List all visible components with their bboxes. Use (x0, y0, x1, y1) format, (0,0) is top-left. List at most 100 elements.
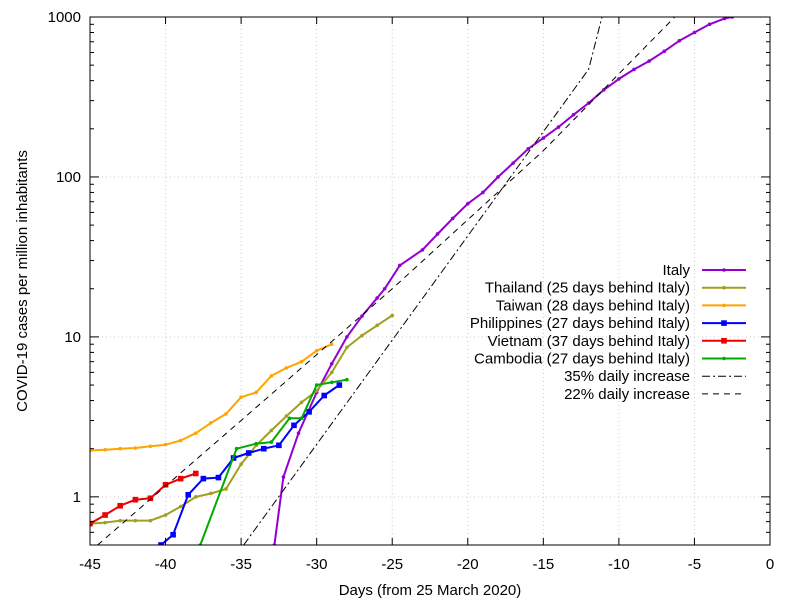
y-tick-label: 10 (64, 329, 81, 346)
data-point (314, 383, 319, 387)
series-taiwan-28-days-behind-italy (90, 342, 334, 453)
data-point (526, 146, 531, 151)
data-point (556, 125, 561, 129)
data-point (435, 232, 440, 236)
data-point (707, 22, 712, 27)
x-axis-label: Days (from 25 March 2020) (339, 582, 522, 599)
legend-entry-marker (722, 303, 726, 308)
data-point (397, 263, 402, 268)
data-point (239, 395, 243, 399)
data-point (336, 382, 343, 388)
data-point (375, 323, 379, 328)
data-point (617, 77, 621, 81)
y-tick-label: 100 (56, 169, 81, 186)
data-point (465, 201, 470, 206)
data-point (360, 314, 364, 318)
x-tick-label: -40 (155, 556, 177, 573)
x-tick-label: -10 (608, 556, 630, 573)
data-point (224, 412, 228, 416)
series-vietnam-37-days-behind-italy (90, 470, 199, 527)
data-point (193, 431, 198, 435)
legend-entry-label: Thailand (25 days behind Italy) (485, 280, 690, 297)
data-point (170, 531, 176, 538)
data-point (647, 59, 651, 63)
data-point (692, 30, 697, 35)
data-point (284, 366, 289, 370)
data-point (296, 431, 301, 435)
plot-frame (89, 16, 771, 546)
legend-entry-marker (722, 356, 726, 361)
legend-entry-label: Philippines (27 days behind Italy) (470, 315, 690, 332)
data-point (481, 190, 485, 195)
data-point (314, 348, 319, 353)
data-point (118, 518, 123, 523)
x-tick-label: -20 (457, 556, 479, 573)
series-line-italy (273, 17, 733, 545)
data-point (662, 49, 667, 54)
legend-entry-marker (722, 285, 726, 290)
data-point (306, 409, 312, 415)
x-tick-label: -45 (79, 556, 101, 573)
data-point (329, 380, 334, 385)
y-tick-label: 1 (73, 489, 81, 506)
data-point (163, 442, 168, 447)
data-point (329, 342, 334, 347)
data-point (178, 504, 183, 509)
x-tick-label: -25 (381, 556, 403, 573)
legend-entry-marker (722, 268, 726, 272)
data-point (162, 481, 169, 488)
data-point (287, 416, 292, 421)
x-tick-label: -30 (306, 556, 328, 573)
x-tick-label: -15 (532, 556, 554, 573)
data-point (254, 390, 259, 395)
y-tick-label: 1000 (48, 9, 81, 26)
data-point (314, 389, 319, 393)
data-point (260, 445, 267, 452)
data-point (193, 495, 198, 499)
data-point (163, 513, 168, 517)
data-point (281, 475, 286, 479)
data-point (185, 491, 192, 498)
data-point (117, 502, 124, 509)
data-point (321, 392, 328, 399)
data-point (224, 487, 228, 491)
series-22-daily-increase (97, 17, 676, 545)
data-point (254, 441, 259, 446)
data-point (632, 67, 636, 72)
data-point (239, 462, 243, 467)
data-point (360, 333, 364, 338)
data-point (329, 370, 334, 375)
data-point (269, 374, 274, 378)
data-point (345, 335, 349, 339)
data-point (200, 475, 207, 482)
legend-entry-label: Taiwan (28 days behind Italy) (496, 297, 690, 314)
data-point (234, 446, 239, 451)
legend-entry-marker (721, 320, 727, 326)
series-cambodia-27-days-behind-italy (198, 377, 349, 545)
data-point (148, 444, 153, 449)
data-point (375, 296, 379, 300)
data-point (284, 414, 289, 418)
data-point (496, 175, 500, 179)
data-point (390, 313, 395, 318)
series-line-22-daily-increase (97, 17, 676, 545)
data-point (215, 474, 222, 481)
data-point (601, 88, 606, 92)
axis-ticks: -45 -40 -35 -30 -25 -20 -15 -10 -5 0 1 10 100 1000 (48, 9, 775, 573)
grid (90, 17, 770, 545)
legend-entry-label: Vietnam (37 days behind Italy) (488, 333, 690, 350)
data-point (147, 495, 154, 502)
legend-entry-label: Cambodia (27 days behind Italy) (474, 351, 690, 368)
data-point (245, 450, 252, 456)
series-italy (272, 17, 735, 545)
data-point (103, 520, 107, 525)
data-point (177, 475, 184, 482)
legend-entry-label: Italy (662, 262, 690, 279)
data-point (677, 38, 682, 43)
series-35-daily-increase (243, 17, 603, 545)
data-point (511, 161, 515, 165)
data-point (158, 542, 164, 545)
x-tick-label: 0 (766, 556, 774, 573)
